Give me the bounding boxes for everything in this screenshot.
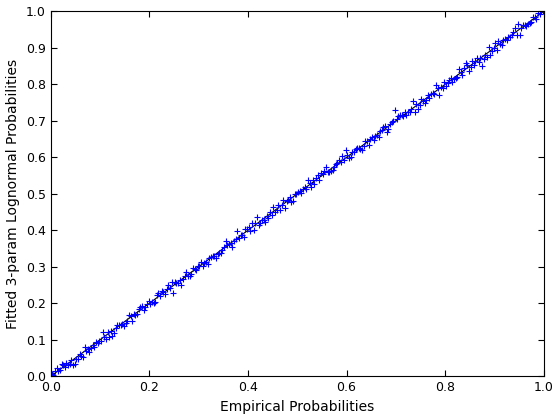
- Y-axis label: Fitted 3-param Lognormal Probabilities: Fitted 3-param Lognormal Probabilities: [6, 59, 20, 329]
- X-axis label: Empirical Probabilities: Empirical Probabilities: [220, 400, 375, 414]
